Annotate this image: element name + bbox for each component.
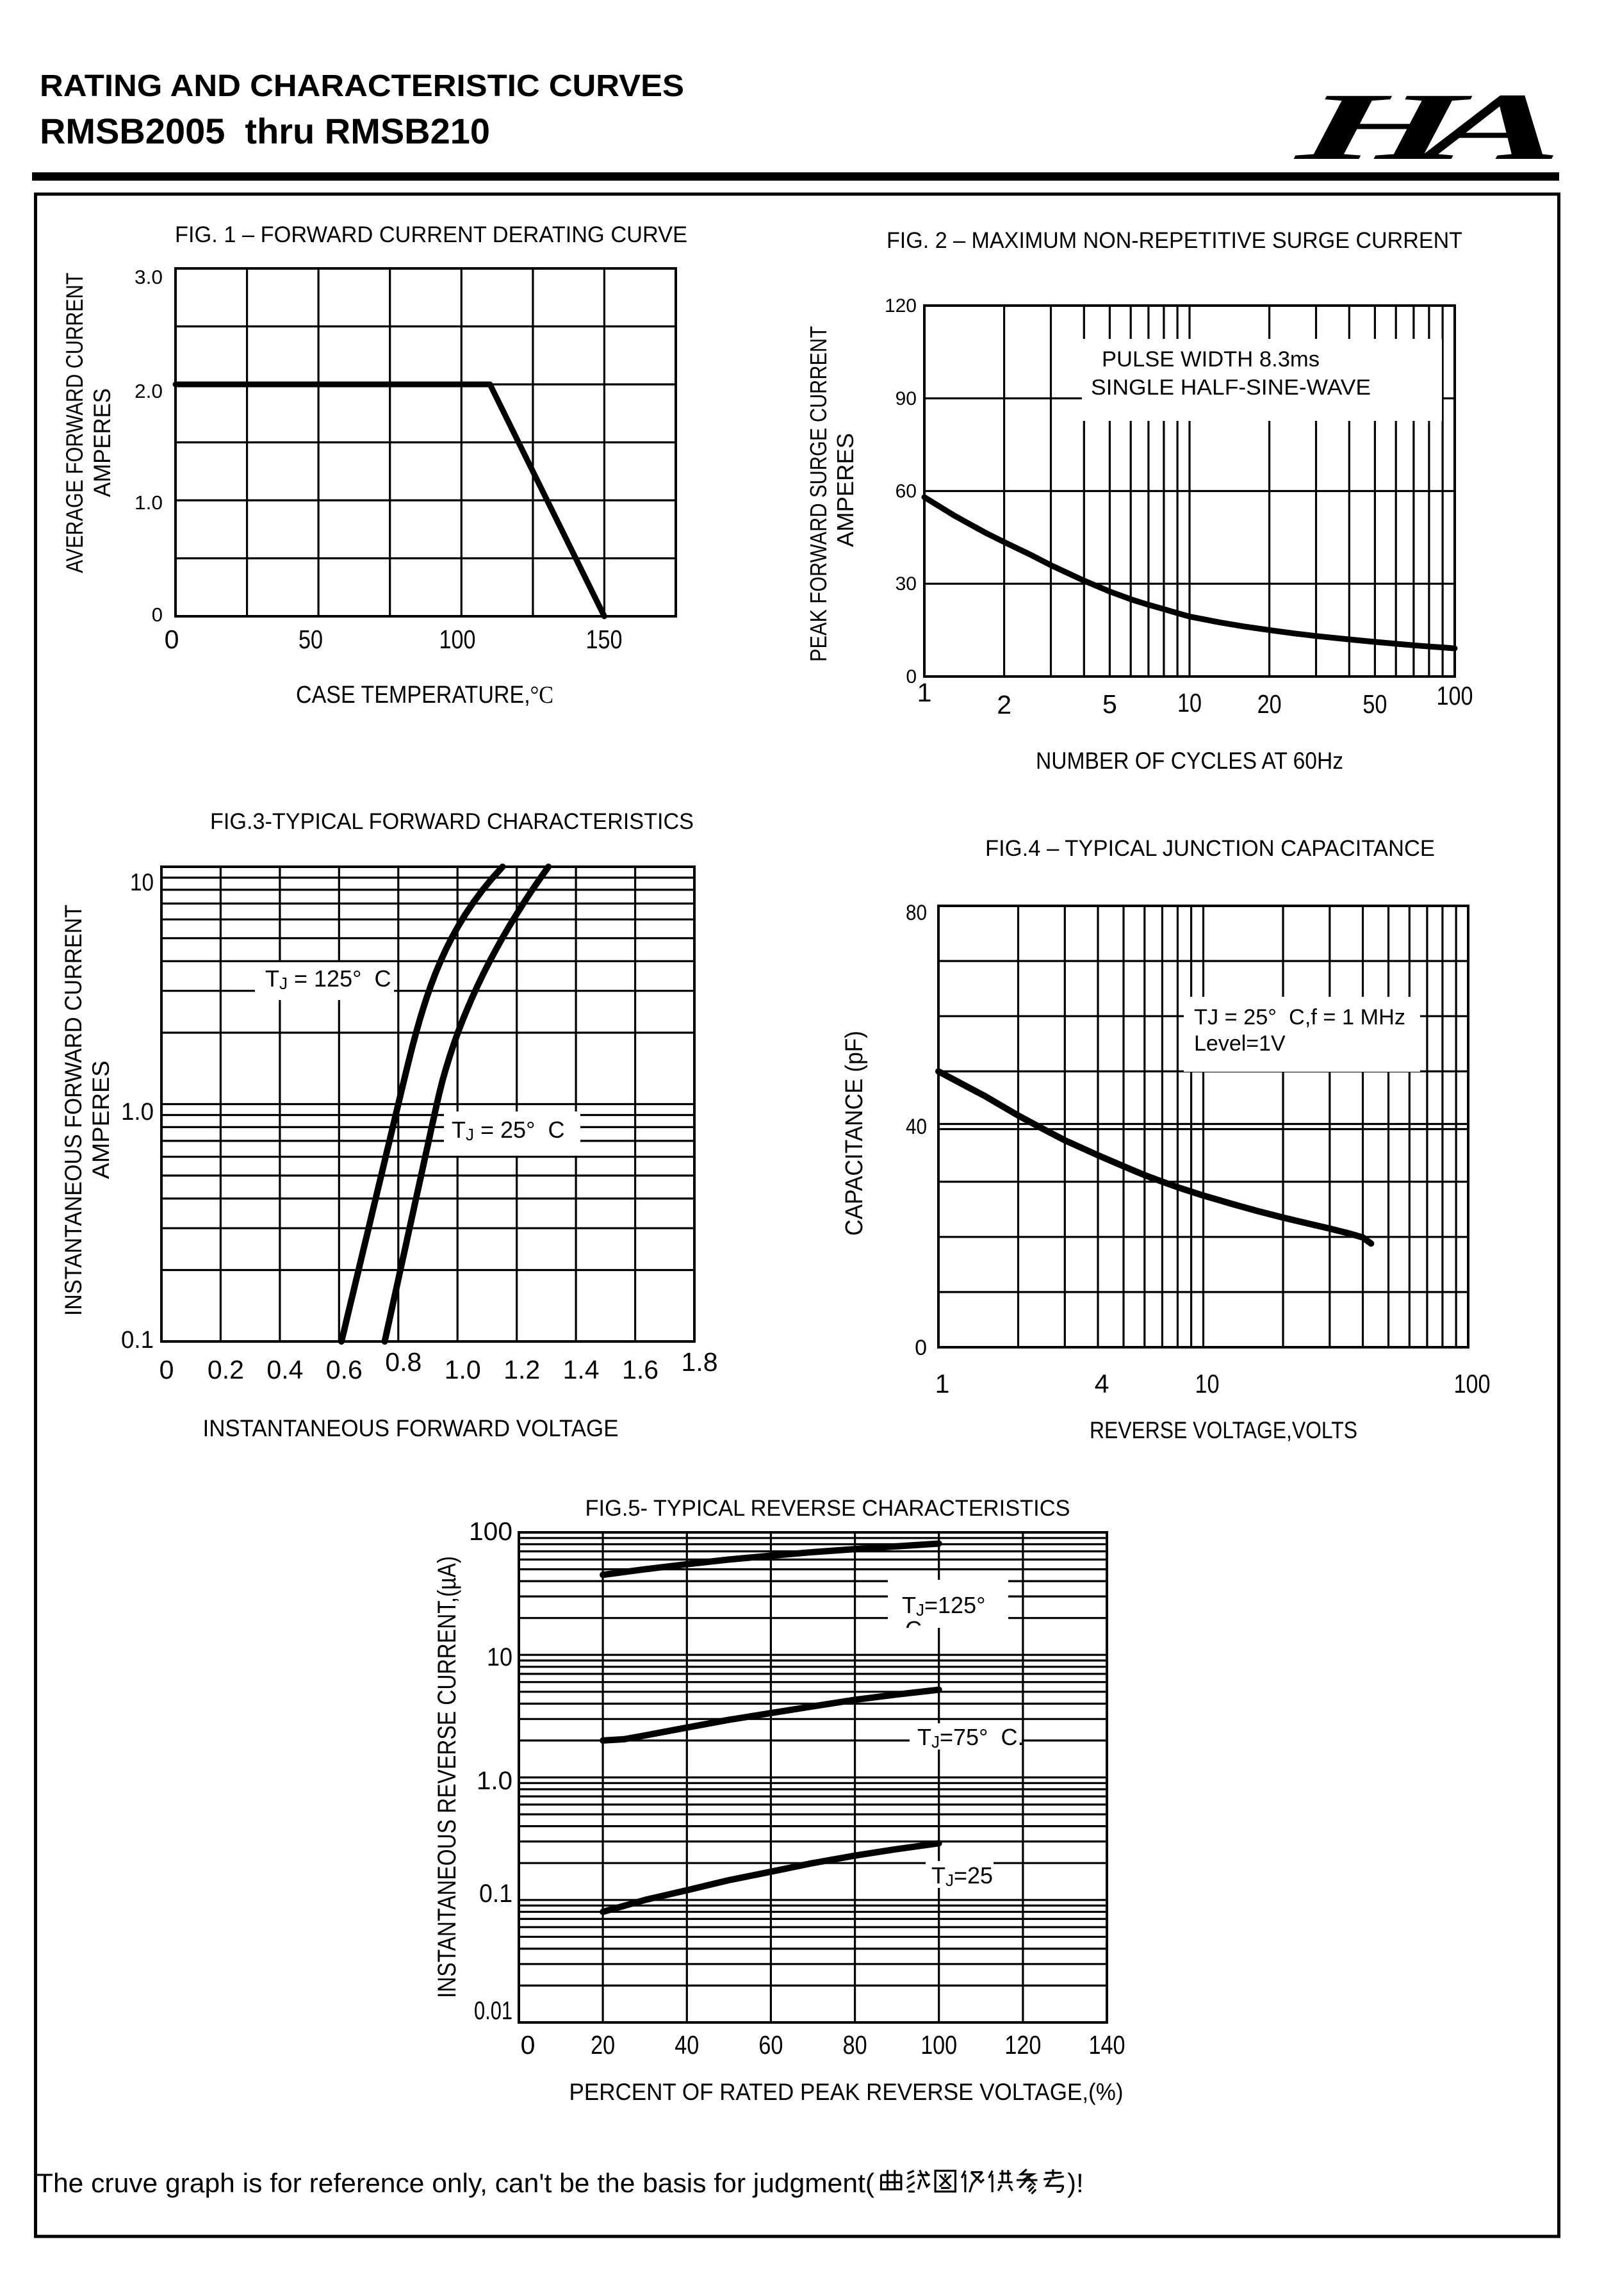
svg-text:TJ = 25° C,f = 1 MHz: TJ = 25° C,f = 1 MHz [1194, 1005, 1405, 1029]
svg-text:10: 10 [1177, 688, 1202, 718]
svg-text:20: 20 [1257, 689, 1282, 719]
svg-text:TJ=25: TJ=25 [931, 1862, 993, 1890]
svg-text:80: 80 [906, 901, 927, 925]
svg-text:40: 40 [906, 1115, 927, 1139]
svg-text:AMPERES: AMPERES [832, 433, 858, 547]
svg-text:SINGLE HALF-SINE-WAVE: SINGLE HALF-SINE-WAVE [1091, 375, 1371, 400]
svg-text:1: 1 [935, 1369, 950, 1398]
svg-text:60: 60 [758, 2030, 783, 2060]
svg-text:100: 100 [439, 625, 476, 654]
svg-text:0: 0 [152, 603, 163, 626]
svg-text:10: 10 [487, 1643, 512, 1671]
svg-text:FIG.3-TYPICAL FORWARD CHARACTE: FIG.3-TYPICAL FORWARD CHARACTERISTICS [210, 809, 694, 834]
svg-text:0: 0 [915, 1336, 927, 1360]
svg-text:100: 100 [469, 1518, 512, 1546]
svg-text:AVERAGE FORWARD CURRENT: AVERAGE FORWARD CURRENT [61, 273, 88, 573]
svg-text:50: 50 [299, 625, 323, 654]
svg-text:3.0: 3.0 [135, 266, 163, 288]
svg-text:1.0: 1.0 [445, 1355, 481, 1384]
svg-text:FIG. 2 – MAXIMUM NON-REPETITIV: FIG. 2 – MAXIMUM NON-REPETITIVE SURGE CU… [887, 228, 1462, 253]
svg-text:100: 100 [1437, 681, 1473, 710]
svg-text:1.0: 1.0 [121, 1099, 154, 1126]
svg-text:FIG.5- TYPICAL REVERSE CHARACT: FIG.5- TYPICAL REVERSE CHARACTERISTICS [585, 1496, 1070, 1521]
svg-text:C: C [905, 1616, 922, 1643]
svg-text:2: 2 [997, 690, 1011, 719]
svg-text:100: 100 [920, 2030, 957, 2060]
svg-text:PULSE WIDTH 8.3ms: PULSE WIDTH 8.3ms [1102, 347, 1320, 372]
svg-text:INSTANTANEOUS FORWARD CURRENT: INSTANTANEOUS FORWARD CURRENT [60, 905, 86, 1316]
svg-text:TJ=125°: TJ=125° [902, 1592, 985, 1620]
svg-text:1.6: 1.6 [622, 1355, 659, 1384]
svg-text:HA: HA [1291, 74, 1566, 180]
svg-text:TJ = 125° C: TJ = 125° C [265, 965, 391, 993]
svg-text:140: 140 [1089, 2030, 1125, 2060]
svg-text:CASE TEMPERATURE,°C: CASE TEMPERATURE,°C [296, 682, 553, 709]
svg-text:AMPERES: AMPERES [88, 1061, 114, 1179]
svg-text:PEAK FORWARD SURGE CURRENT: PEAK FORWARD SURGE CURRENT [805, 326, 831, 662]
svg-text:120: 120 [885, 295, 917, 316]
svg-text:2.0: 2.0 [135, 380, 163, 402]
svg-text:1.4: 1.4 [563, 1355, 600, 1384]
svg-text:0.2: 0.2 [208, 1355, 244, 1384]
svg-text:90: 90 [896, 388, 917, 409]
svg-text:0.1: 0.1 [121, 1327, 154, 1354]
svg-text:4: 4 [1095, 1369, 1109, 1398]
svg-text:RATING AND CHARACTERISTIC CURV: RATING AND CHARACTERISTIC CURVES [40, 69, 684, 103]
svg-text:1.0: 1.0 [135, 491, 163, 514]
svg-text:1.8: 1.8 [682, 1347, 718, 1377]
svg-text:0: 0 [165, 625, 179, 654]
svg-text:100: 100 [1454, 1369, 1491, 1398]
svg-text:10: 10 [1195, 1369, 1220, 1398]
svg-text:1.2: 1.2 [503, 1355, 540, 1384]
svg-text:30: 30 [896, 573, 917, 594]
svg-text:PERCENT OF RATED PEAK REVERSE: PERCENT OF RATED PEAK REVERSE VOLTAGE,(%… [569, 2079, 1124, 2105]
svg-text:0.6: 0.6 [326, 1355, 363, 1384]
svg-text:TJ=75° C.: TJ=75° C. [917, 1724, 1024, 1751]
svg-text:20: 20 [591, 2030, 615, 2060]
svg-text:INSTANTANEOUS REVERSE CURRENT,: INSTANTANEOUS REVERSE CURRENT,(µA) [433, 1556, 461, 1998]
svg-text:0.1: 0.1 [479, 1880, 512, 1908]
svg-text:The cruve graph is for referen: The cruve graph is for reference only, c… [37, 2168, 874, 2198]
svg-text:50: 50 [1362, 689, 1387, 719]
svg-text:0: 0 [160, 1355, 174, 1384]
svg-text:FIG. 1 – FORWARD CURRENT DERAT: FIG. 1 – FORWARD CURRENT DERATING CURVE [175, 222, 687, 247]
svg-text:Level=1V: Level=1V [1194, 1031, 1286, 1056]
svg-text:120: 120 [1004, 2030, 1041, 2060]
svg-text:CAPACITANCE (pF): CAPACITANCE (pF) [841, 1031, 868, 1236]
svg-text:0.8: 0.8 [385, 1347, 421, 1377]
svg-text:0.01: 0.01 [474, 1997, 512, 2025]
svg-text:10: 10 [130, 869, 154, 896]
svg-text:INSTANTANEOUS FORWARD VOLTAGE: INSTANTANEOUS FORWARD VOLTAGE [203, 1415, 619, 1441]
svg-text:150: 150 [586, 625, 623, 654]
svg-text:1: 1 [917, 678, 932, 707]
svg-text:0: 0 [521, 2030, 536, 2060]
svg-text:0.4: 0.4 [266, 1355, 303, 1384]
svg-text:0: 0 [906, 666, 917, 687]
svg-text:REVERSE VOLTAGE,VOLTS: REVERSE VOLTAGE,VOLTS [1090, 1417, 1357, 1443]
svg-text:1.0: 1.0 [477, 1767, 512, 1795]
svg-text:FIG.4 – TYPICAL JUNCTION CAPAC: FIG.4 – TYPICAL JUNCTION CAPACITANCE [985, 836, 1435, 861]
svg-text:NUMBER OF CYCLES AT 60Hz: NUMBER OF CYCLES AT 60Hz [1036, 748, 1343, 774]
svg-text:AMPERES: AMPERES [89, 388, 115, 497]
svg-text:60: 60 [896, 481, 917, 502]
svg-text:RMSB2005 thru RMSB210: RMSB2005 thru RMSB210 [40, 111, 490, 151]
svg-text:)!: )! [1067, 2168, 1084, 2198]
svg-text:80: 80 [843, 2030, 867, 2060]
svg-text:40: 40 [675, 2030, 699, 2060]
svg-text:5: 5 [1102, 689, 1117, 719]
